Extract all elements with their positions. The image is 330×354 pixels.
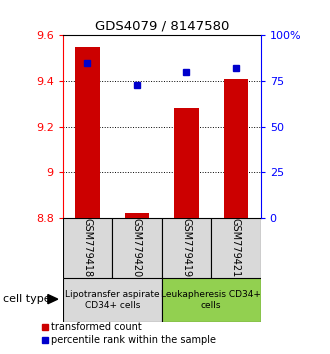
Bar: [162, 218, 211, 278]
Bar: [211, 218, 261, 278]
Text: GSM779420: GSM779420: [132, 218, 142, 278]
Text: GSM779419: GSM779419: [182, 218, 191, 278]
Bar: [174, 108, 199, 218]
Text: Lipotransfer aspirate
CD34+ cells: Lipotransfer aspirate CD34+ cells: [65, 290, 159, 310]
Text: GSM779418: GSM779418: [82, 218, 92, 278]
Bar: [125, 213, 149, 218]
Text: Leukapheresis CD34+
cells: Leukapheresis CD34+ cells: [161, 290, 261, 310]
Title: GDS4079 / 8147580: GDS4079 / 8147580: [94, 20, 229, 33]
Text: GSM779421: GSM779421: [231, 218, 241, 278]
Bar: [162, 278, 261, 322]
Legend: transformed count, percentile rank within the sample: transformed count, percentile rank withi…: [38, 319, 220, 349]
Bar: [112, 218, 162, 278]
Bar: [63, 278, 162, 322]
Bar: [224, 79, 248, 218]
Bar: [63, 218, 112, 278]
Bar: [75, 47, 100, 218]
Text: cell type: cell type: [3, 294, 51, 304]
